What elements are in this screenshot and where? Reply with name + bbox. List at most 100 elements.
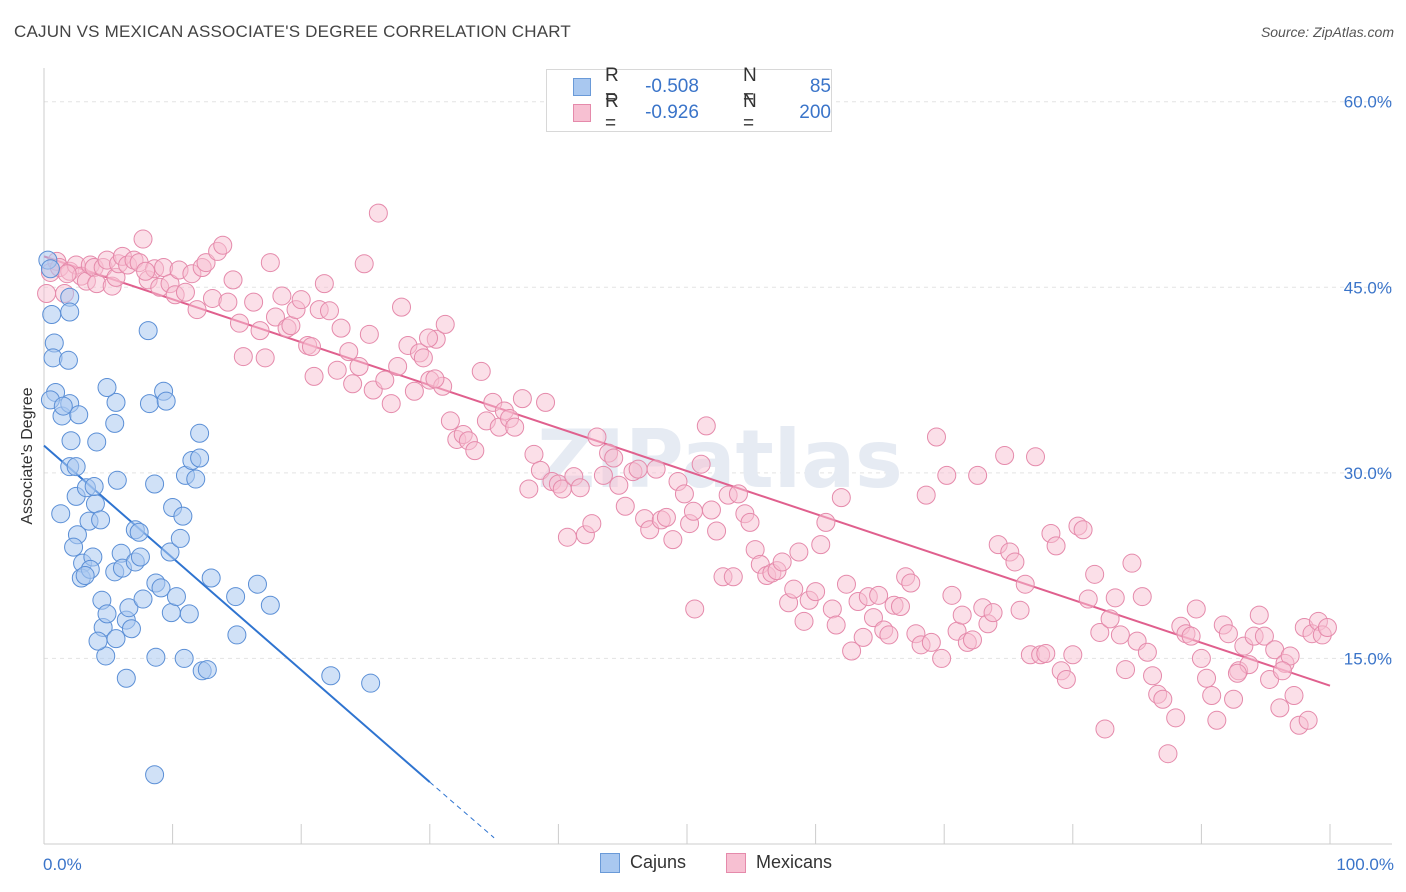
- mexican-point: [983, 603, 1003, 623]
- mexican-point: [932, 648, 952, 668]
- mexican-point: [223, 270, 243, 290]
- cajun-point: [96, 646, 116, 666]
- cajun-point: [75, 566, 95, 586]
- mexican-point: [359, 324, 379, 344]
- mexican-point: [392, 297, 412, 317]
- mexican-point: [1078, 589, 1098, 609]
- mexican-point: [524, 444, 544, 464]
- mexican-point: [1132, 587, 1152, 607]
- mexican-point: [1100, 609, 1120, 629]
- cajun-point: [119, 598, 139, 618]
- cajun-point: [97, 604, 117, 624]
- mexican-point: [916, 485, 936, 505]
- bottom-legend-label-mexicans: Mexicans: [756, 852, 833, 872]
- cajun-point: [51, 504, 71, 524]
- mexican-point: [707, 521, 727, 541]
- mexican-point: [1284, 686, 1304, 706]
- cajun-point: [156, 391, 176, 411]
- mexican-point: [175, 282, 195, 302]
- trend-lines: [43, 255, 1331, 839]
- mexican-point: [937, 465, 957, 485]
- legend-row-mexicans: R = -0.926 N = 200: [573, 91, 831, 134]
- cajun-point: [129, 522, 149, 542]
- mexican-point: [1181, 626, 1201, 646]
- mexican-point: [133, 229, 153, 249]
- mexican-point: [1110, 625, 1130, 645]
- mexican-point: [772, 552, 792, 572]
- mexican-point: [723, 567, 743, 587]
- cajun-point: [145, 765, 165, 785]
- mexican-point: [419, 328, 439, 348]
- mexican-point: [831, 488, 851, 508]
- cajun-point: [170, 528, 190, 548]
- mexican-point: [260, 253, 280, 273]
- mexican-point: [842, 641, 862, 661]
- mexican-point: [995, 446, 1015, 466]
- y-tick-label: 45.0%: [1344, 278, 1392, 297]
- cajun-point: [139, 394, 159, 414]
- mexican-point: [244, 292, 264, 312]
- mexican-point: [187, 300, 207, 320]
- bottom-legend-cajuns: Cajuns: [600, 852, 686, 873]
- cajun-points: [38, 250, 381, 785]
- cajun-point: [361, 673, 381, 693]
- mexican-point: [869, 585, 889, 605]
- cajun-point: [161, 603, 181, 623]
- mexican-point: [1218, 624, 1238, 644]
- mexican-point: [1272, 661, 1292, 681]
- cajun-point: [85, 494, 105, 514]
- cajun-point: [190, 448, 210, 468]
- mexican-point: [826, 615, 846, 635]
- mexican-point: [901, 573, 921, 593]
- legend-swatch-mexicans: [573, 104, 591, 122]
- mexican-point: [1137, 642, 1157, 662]
- mexican-point: [1207, 710, 1227, 730]
- mexican-point: [530, 460, 550, 480]
- mexican-point: [1063, 645, 1083, 665]
- grid-lines: [44, 101, 1392, 659]
- cajun-point: [97, 378, 117, 398]
- y-tick-label: 60.0%: [1344, 93, 1392, 112]
- mexican-point: [1026, 447, 1046, 467]
- mexican-point: [343, 374, 363, 394]
- mexican-points: [37, 203, 1337, 764]
- mexican-point: [331, 318, 351, 338]
- chart-title: CAJUN VS MEXICAN ASSOCIATE'S DEGREE CORR…: [14, 22, 571, 41]
- mexican-point: [381, 394, 401, 414]
- mexican-point: [435, 314, 455, 334]
- cajun-point: [106, 392, 126, 412]
- cajun-point: [60, 302, 80, 322]
- mexican-point: [570, 478, 590, 498]
- mexican-point: [816, 512, 836, 532]
- mexican-point: [696, 416, 716, 436]
- mexican-point: [1143, 666, 1163, 686]
- cajun-point: [321, 666, 341, 686]
- mexican-point: [609, 475, 629, 495]
- mexican-point: [593, 465, 613, 485]
- bottom-legend-mexicans: Mexicans: [726, 852, 832, 873]
- cajun-point: [40, 259, 60, 279]
- legend-n-label: N =: [742, 65, 757, 108]
- mexican-point: [582, 514, 602, 534]
- mexican-point: [1191, 648, 1211, 668]
- mexican-point: [314, 274, 334, 294]
- mexican-point: [413, 348, 433, 368]
- mexican-point: [136, 261, 156, 281]
- cajun-point: [66, 457, 86, 477]
- mexican-point: [471, 361, 491, 381]
- axes: [43, 68, 1392, 845]
- mexican-point: [218, 292, 238, 312]
- mexican-point: [465, 441, 485, 461]
- mexican-point: [683, 501, 703, 521]
- bottom-legend-label-cajuns: Cajuns: [630, 852, 687, 872]
- mexican-point: [646, 459, 666, 479]
- legend-r-label: R =: [604, 65, 619, 108]
- cajun-point: [121, 619, 141, 639]
- mexican-point: [853, 627, 873, 647]
- mexican-point: [1085, 564, 1105, 584]
- mexican-point: [375, 370, 395, 390]
- mexican-point: [519, 479, 539, 499]
- mexican-point: [1186, 599, 1206, 619]
- mexican-point: [942, 585, 962, 605]
